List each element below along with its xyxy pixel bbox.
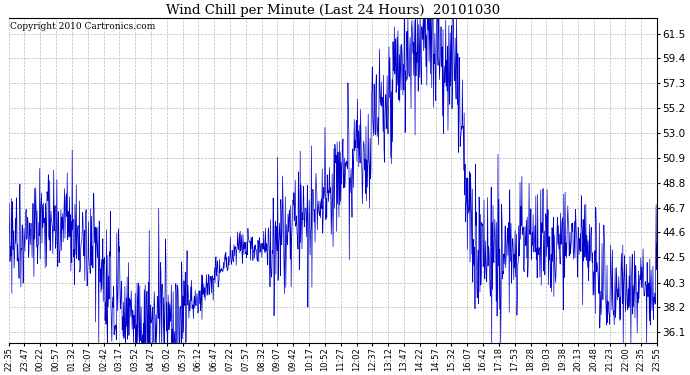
Title: Wind Chill per Minute (Last 24 Hours)  20101030: Wind Chill per Minute (Last 24 Hours) 20… — [166, 4, 500, 17]
Text: Copyright 2010 Cartronics.com: Copyright 2010 Cartronics.com — [10, 22, 155, 31]
